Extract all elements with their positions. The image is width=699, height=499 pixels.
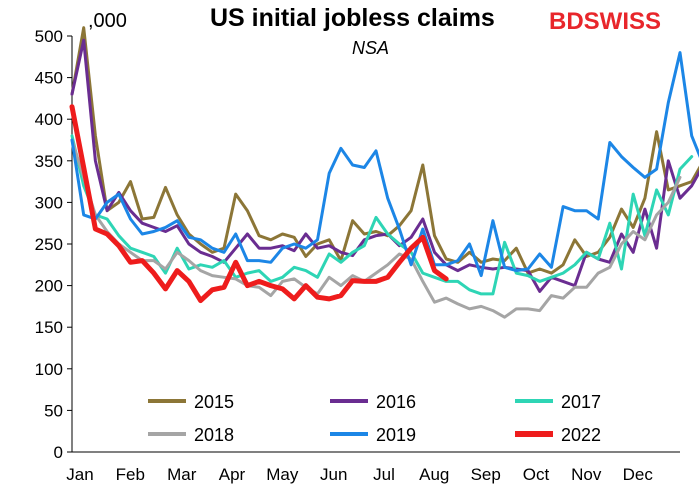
y-tick-label: 200 bbox=[35, 277, 63, 296]
y-tick-label: 300 bbox=[35, 193, 63, 212]
legend-label-2019: 2019 bbox=[376, 425, 416, 445]
legend-label-2022: 2022 bbox=[561, 425, 601, 445]
x-tick-label: May bbox=[266, 465, 299, 484]
x-tick-label: Aug bbox=[419, 465, 449, 484]
y-tick-label: 0 bbox=[54, 443, 63, 462]
y-tick-label: 350 bbox=[35, 152, 63, 171]
legend-label-2018: 2018 bbox=[194, 425, 234, 445]
y-tick-label: 400 bbox=[35, 110, 63, 129]
x-tick-label: Apr bbox=[219, 465, 246, 484]
series-line-2022 bbox=[69, 104, 449, 304]
series-line-2017 bbox=[70, 134, 694, 296]
logo-part2: SWISS bbox=[583, 8, 662, 35]
x-tick-label: Oct bbox=[523, 465, 550, 484]
y-tick-label: 500 bbox=[35, 27, 63, 46]
x-tick-label: Jul bbox=[373, 465, 395, 484]
legend-label-2016: 2016 bbox=[376, 392, 416, 412]
legend-label-2017: 2017 bbox=[561, 392, 601, 412]
chart-subtitle: NSA bbox=[352, 38, 390, 58]
series-lines bbox=[69, 26, 699, 319]
y-tick-label: 450 bbox=[35, 69, 63, 88]
chart-title: US initial jobless claims bbox=[210, 4, 495, 32]
x-tick-label: Nov bbox=[571, 465, 602, 484]
x-tick-label: Feb bbox=[116, 465, 145, 484]
x-tick-label: Jan bbox=[66, 465, 93, 484]
y-tick-label: 150 bbox=[35, 318, 63, 337]
axes: 0 50 100 150 200 250 300 350 400 450 500 Jan Feb Mar A… bbox=[35, 27, 680, 484]
unit-label: ,000 bbox=[88, 10, 127, 32]
series-line-2019 bbox=[70, 51, 699, 278]
x-tick-label: Sep bbox=[471, 465, 501, 484]
brand-logo: BDSWISS bbox=[549, 8, 661, 36]
logo-part1: BD bbox=[549, 8, 584, 35]
y-tick-label: 50 bbox=[44, 401, 63, 420]
x-tick-label: Dec bbox=[623, 465, 654, 484]
y-tick-label: 100 bbox=[35, 360, 63, 379]
x-tick-label: Mar bbox=[167, 465, 197, 484]
legend-label-2015: 2015 bbox=[194, 392, 234, 412]
series-line-2018 bbox=[70, 138, 682, 319]
x-tick-label: Jun bbox=[320, 465, 347, 484]
legend: 2015 2016 2017 2018 2019 2022 bbox=[148, 392, 601, 445]
y-tick-label: 250 bbox=[35, 235, 63, 254]
